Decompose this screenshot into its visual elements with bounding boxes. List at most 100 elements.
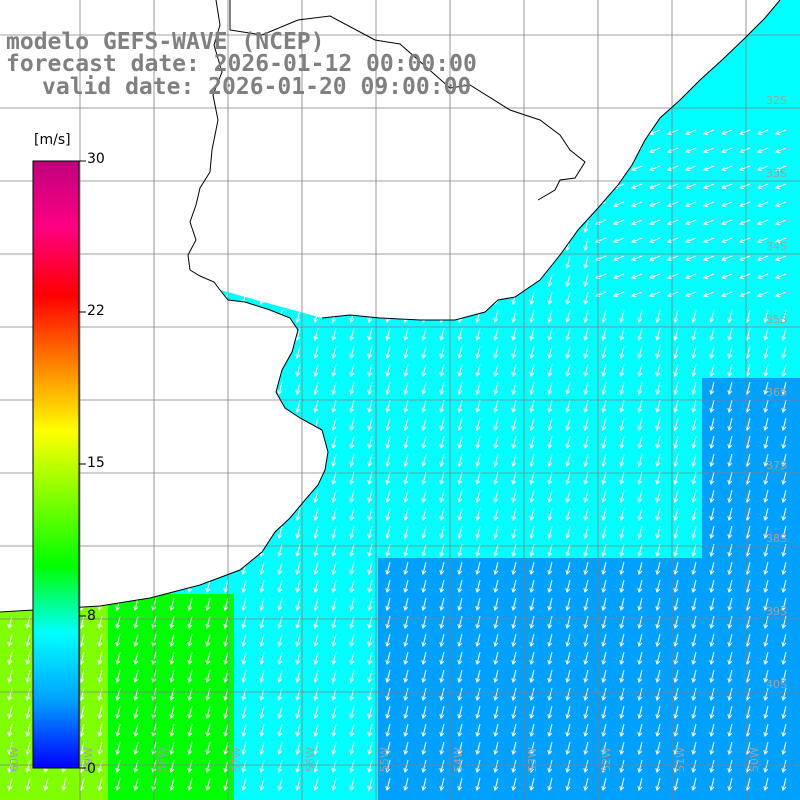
wind-cell [144,180,162,198]
wind-arrow [350,274,354,286]
wind-cell [0,486,18,504]
wind-cell [234,396,252,414]
wind-cell [432,108,450,126]
wind-arrow [98,274,102,286]
wind-cell [720,288,738,306]
wind-cell [774,252,792,270]
wind-arrow [350,292,354,304]
wind-cell [72,0,90,18]
wind-cell [108,792,126,800]
wind-arrow [242,526,246,538]
wind-cell [792,450,800,468]
wind-arrow [368,148,372,160]
wind-cell [90,342,108,360]
wind-cell [0,144,18,162]
wind-cell [684,36,702,54]
wind-arrow [530,184,534,196]
wind-cell [180,432,198,450]
wind-cell [648,270,666,288]
wind-arrow [476,220,480,232]
wind-arrow [512,148,516,160]
wind-cell [378,180,396,198]
wind-cell [774,72,792,90]
wind-cell [504,216,522,234]
wind-cell [162,342,180,360]
wind-arrow [134,346,138,358]
wind-cell [126,378,144,396]
wind-arrow [242,256,246,268]
wind-cell [504,270,522,288]
wind-cell [414,162,432,180]
wind-cell [792,108,800,126]
wind-arrow [458,184,462,196]
wind-arrow [350,256,354,268]
wind-arrow [224,166,228,178]
wind-cell [666,180,684,198]
wind-arrow [530,220,534,232]
wind-cell [522,54,540,72]
wind-cell [504,252,522,270]
wind-arrow [206,220,210,232]
wind-cell [594,18,612,36]
wind-arrow [278,148,282,160]
wind-arrow [8,292,12,304]
wind-cell [792,396,800,414]
wind-cell [108,468,126,486]
wind-arrow [8,130,12,142]
wind-cell [612,72,630,90]
lat-label: 34S [766,240,787,253]
wind-cell [90,486,108,504]
wind-cell [216,450,234,468]
wind-cell [576,162,594,180]
wind-cell [486,72,504,90]
wind-arrow [596,166,606,171]
wind-cell [684,144,702,162]
wind-cell [252,450,270,468]
wind-cell [36,792,54,800]
wind-cell [396,234,414,252]
wind-cell [216,486,234,504]
wind-cell [162,270,180,288]
wind-cell [612,126,630,144]
wind-cell [522,18,540,36]
wind-arrow [530,166,534,178]
wind-cell [612,216,630,234]
wind-arrow [206,238,210,250]
wind-arrow [584,184,588,196]
wind-arrow [494,166,498,178]
wind-arrow [278,220,282,232]
wind-cell [180,540,198,558]
wind-arrow [260,526,264,538]
wind-arrow [422,274,426,286]
wind-arrow [134,202,138,214]
wind-cell [162,234,180,252]
wind-cell [288,0,306,18]
wind-cell [126,162,144,180]
wind-arrow [296,202,300,214]
wind-arrow [224,418,228,430]
wind-cell [684,198,702,216]
wind-cell [594,0,612,18]
wind-cell [198,144,216,162]
wind-cell [126,126,144,144]
lat-label: 33S [766,167,787,180]
wind-arrow [314,436,318,448]
lat-label: 32S [766,94,787,107]
wind-cell [702,90,720,108]
wind-cell [162,198,180,216]
wind-cell [468,270,486,288]
wind-cell [234,792,252,800]
wind-cell [684,288,702,306]
wind-cell [468,252,486,270]
wind-arrow [332,148,336,160]
wind-cell [270,486,288,504]
wind-arrow [188,346,192,358]
wind-cell [360,144,378,162]
wind-cell [414,270,432,288]
wind-arrow [368,238,372,250]
wind-cell [144,216,162,234]
wind-cell [90,0,108,18]
wind-cell [324,108,342,126]
wind-arrow [206,454,210,466]
wind-arrow [170,256,174,268]
